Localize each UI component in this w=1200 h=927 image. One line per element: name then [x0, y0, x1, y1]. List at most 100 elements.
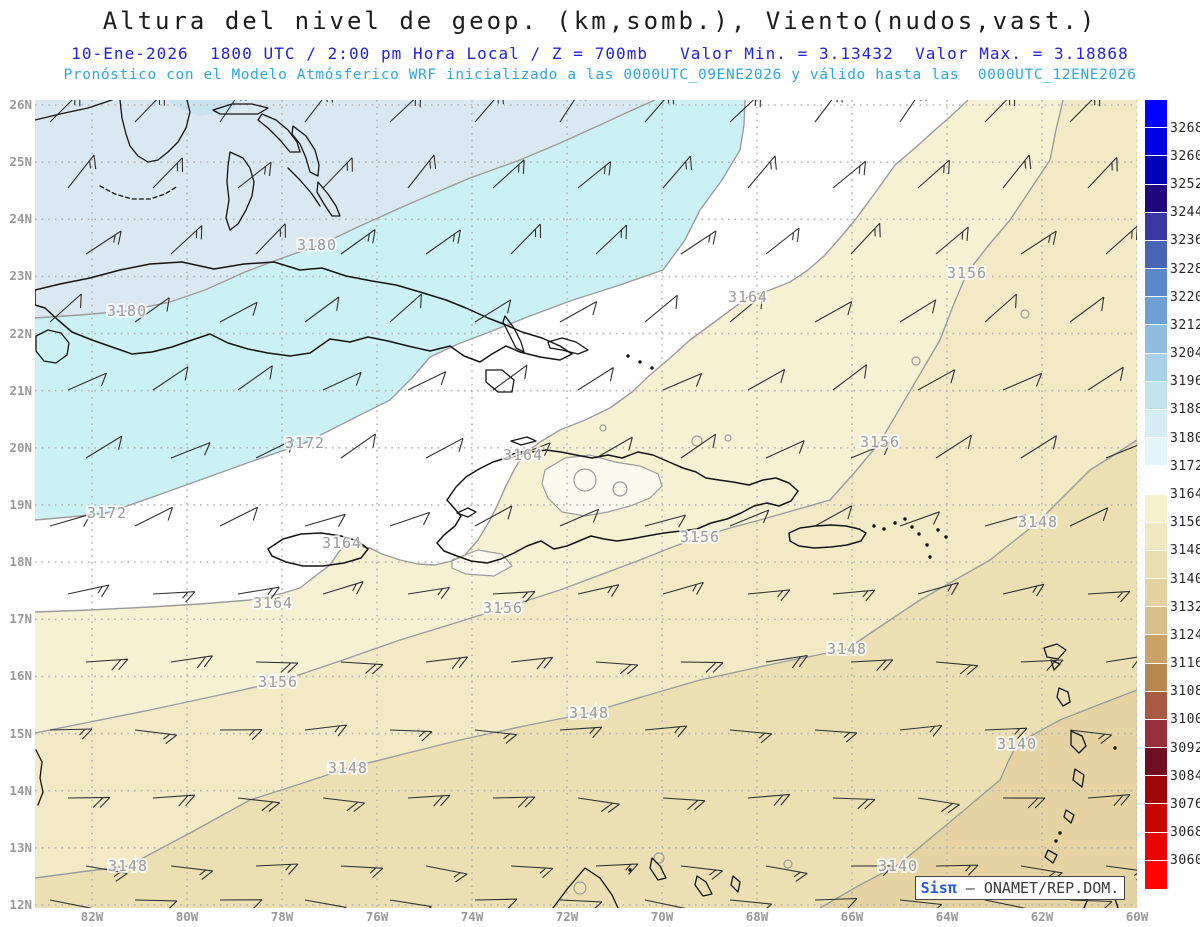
wind-barb: [680, 230, 717, 255]
wind-barb: [595, 224, 628, 255]
wind-barb: [170, 442, 211, 459]
wind-barb: [322, 797, 366, 813]
colorbar-cell: [1145, 297, 1167, 325]
colorbar-tick-label: 3196: [1170, 374, 1200, 390]
wind-barb: [680, 433, 717, 459]
wind-barb: [1069, 100, 1101, 123]
colorbar-cell: [1145, 438, 1167, 466]
wind-barb: [425, 656, 469, 670]
wind-barb: [850, 222, 881, 255]
contour-ring: [911, 356, 921, 366]
contour-ring: [599, 424, 607, 432]
wind-barb: [680, 661, 724, 673]
wind-barb: [67, 372, 108, 391]
wind-barb: [747, 368, 786, 391]
wind-barb: [1069, 729, 1113, 745]
small-island: [872, 524, 876, 528]
wind-barb: [389, 293, 422, 323]
coastline-guadeloupe: [1043, 643, 1067, 660]
colorbar-tick-label: 3156: [1170, 515, 1200, 531]
wind-barb: [134, 729, 178, 745]
page-title: Altura del nivel de geop. (km,somb.), Vi…: [102, 7, 1098, 35]
colorbar-tick-label: 3252: [1170, 177, 1200, 193]
wind-barb: [304, 296, 340, 323]
wind-barb: [134, 297, 170, 323]
lon-tick-label: 66W: [840, 909, 864, 924]
small-island: [925, 543, 929, 547]
colorbar-tick-label: 3180: [1170, 430, 1200, 446]
wind-barb: [255, 661, 299, 674]
lon-tick-label: 82W: [80, 909, 104, 924]
lon-tick-label: 64W: [935, 909, 959, 924]
wind-barb: [219, 899, 263, 908]
wind-barb: [899, 299, 937, 323]
wind-barb: [1105, 225, 1137, 255]
colorbar-cell: [1145, 269, 1167, 297]
coastline-martinique: [1070, 730, 1087, 754]
wind-barb: [814, 100, 843, 123]
coastline-bonaire: [694, 875, 713, 897]
wind-barb: [237, 586, 280, 599]
wind-barb: [85, 230, 122, 255]
wind-barb: [832, 589, 876, 602]
wind-barb: [917, 369, 956, 391]
wind-barb: [747, 155, 777, 189]
wind-barb: [765, 865, 808, 882]
lon-tick-label: 70W: [650, 909, 674, 924]
wind-barb: [407, 154, 437, 189]
coastline-islas-venezuela: [730, 875, 741, 893]
colorbar-cell: [1145, 551, 1167, 579]
contour-label-3148: 3148: [827, 640, 867, 658]
contour-label-3172: 3172: [285, 434, 325, 452]
wind-barb: [322, 581, 364, 595]
contour-label-3156: 3156: [680, 528, 720, 546]
wind-barb: [814, 729, 858, 743]
wind-barb: [49, 100, 81, 123]
contour-label-3172: 3172: [87, 504, 127, 522]
contour-ring: [691, 435, 703, 447]
contour-label-3164: 3164: [503, 446, 543, 464]
contour-label-3164: 3164: [728, 288, 768, 306]
wind-barb: [219, 100, 247, 123]
coastline-jamaica: [267, 532, 369, 567]
wind-barb: [474, 505, 513, 527]
wind-barb: [935, 226, 969, 255]
contour-label-3180: 3180: [107, 302, 147, 320]
wind-barb: [237, 161, 272, 189]
coastline-cuba: [35, 261, 573, 363]
colorbar-tick-label: 3092: [1170, 740, 1200, 756]
brand-org: ONAMET/REP.DOM.: [983, 879, 1120, 897]
wind-barb: [407, 371, 447, 391]
wind-barb: [559, 726, 603, 739]
wind-barb: [644, 725, 688, 738]
lat-tick-label: 19N: [9, 496, 32, 512]
wind-barb: [170, 225, 203, 255]
small-island: [1113, 746, 1117, 750]
wind-barb: [340, 865, 384, 879]
wind-barb: [67, 796, 111, 808]
wind-barb: [49, 728, 93, 740]
coastline-tortuga: [510, 436, 537, 446]
branding-box: Sisπ – ONAMET/REP.DOM.: [915, 876, 1125, 900]
small-island: [910, 525, 914, 529]
wind-barb: [832, 160, 867, 189]
contour-label-3140: 3140: [878, 857, 918, 875]
colorbar-cell: [1145, 833, 1167, 861]
wind-barb: [559, 899, 603, 908]
wind-barb: [304, 513, 346, 527]
wind-barb: [407, 586, 450, 600]
wind-barb: [814, 897, 858, 908]
band-3188-3196: [168, 100, 242, 116]
wind-barb: [492, 364, 528, 391]
coastline-curacao: [649, 857, 667, 881]
lat-tick-label: 24N: [9, 211, 32, 227]
coastline-eleuthera: [291, 125, 320, 177]
lon-tick-label: 78W: [270, 909, 294, 924]
contour-3148: [35, 439, 1137, 879]
contour-ring: [573, 881, 587, 895]
coastline-grand-bahama: [212, 103, 269, 115]
colorbar-tick-label: 3076: [1170, 796, 1200, 812]
band-3148-3156: [35, 100, 1137, 878]
wind-barb: [492, 591, 536, 603]
wind-barb: [492, 796, 536, 808]
